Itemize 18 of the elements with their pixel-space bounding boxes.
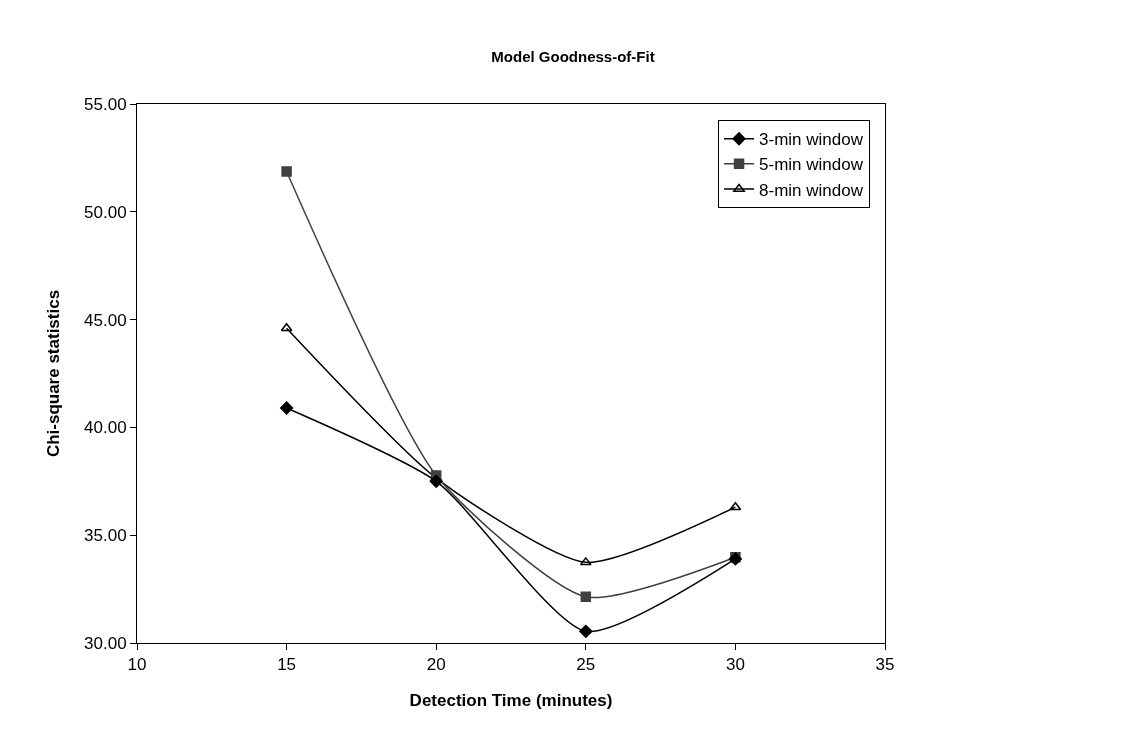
legend-label: 5-min window	[759, 155, 864, 175]
x-axis-title: Detection Time (minutes)	[409, 690, 613, 710]
legend-label: 3-min window	[759, 130, 864, 150]
chart-title: Model Goodness-of-Fit	[491, 48, 655, 66]
legend-label: 8-min window	[759, 180, 864, 200]
x-tick-label: 15	[277, 655, 297, 675]
x-tick-label: 25	[576, 655, 596, 675]
y-tick-label: 40.00	[84, 418, 127, 438]
x-tick-label: 20	[426, 655, 446, 675]
y-tick-label: 30.00	[84, 633, 127, 653]
y-tick-label: 55.00	[84, 94, 127, 114]
y-tick-label: 35.00	[84, 526, 127, 546]
y-tick-label: 50.00	[84, 202, 127, 222]
x-tick-label: 35	[875, 655, 895, 675]
y-tick-label: 45.00	[84, 310, 127, 330]
x-tick-label: 30	[725, 655, 745, 675]
x-tick-label: 10	[127, 655, 147, 675]
y-axis-title: Chi-square statistics	[43, 289, 63, 458]
